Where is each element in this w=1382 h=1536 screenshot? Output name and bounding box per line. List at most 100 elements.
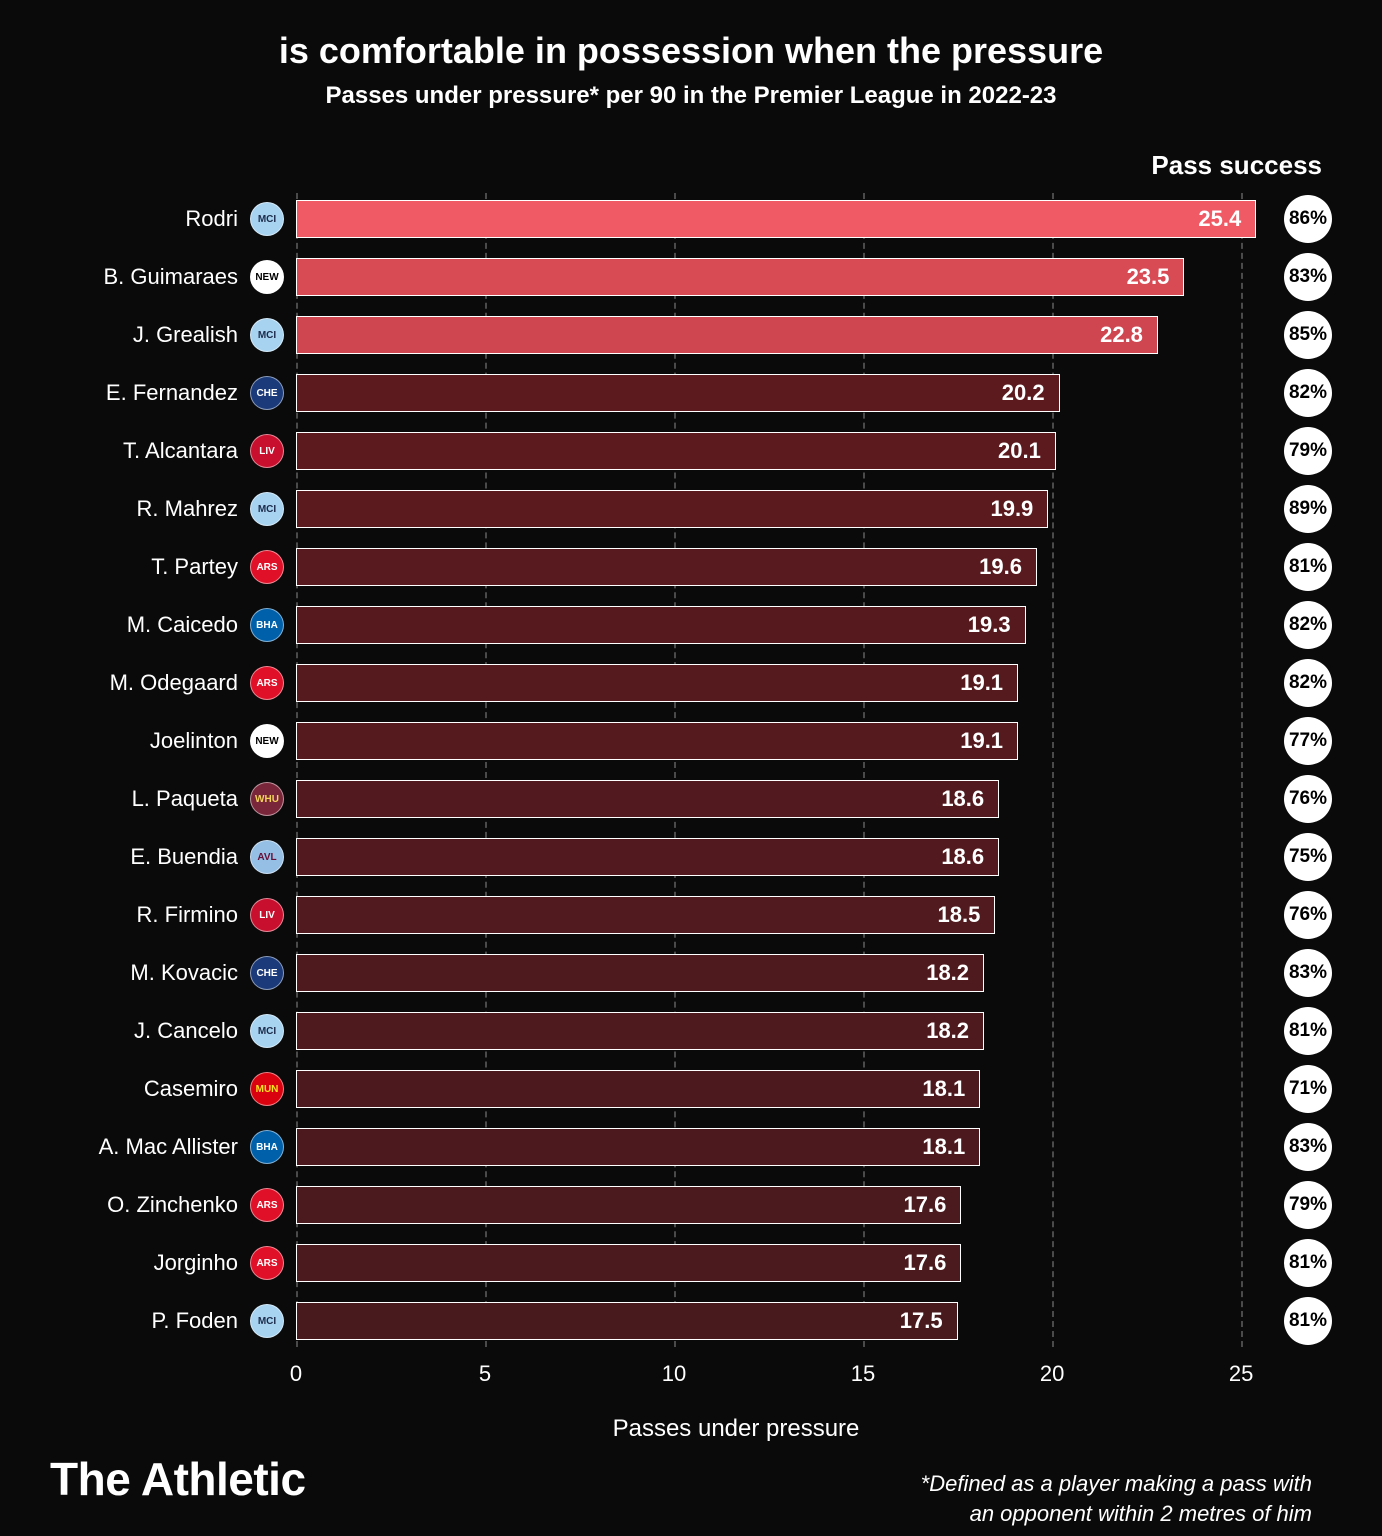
bar: 19.6 — [296, 548, 1037, 586]
bar-value: 20.2 — [1002, 380, 1045, 406]
bar: 20.2 — [296, 374, 1060, 412]
bar-value: 18.6 — [941, 786, 984, 812]
pass-success-badge: 79% — [1284, 1181, 1332, 1229]
bar-value: 17.6 — [904, 1250, 947, 1276]
bar: 19.3 — [296, 606, 1026, 644]
bar: 18.2 — [296, 1012, 984, 1050]
pass-success-badge: 83% — [1284, 1123, 1332, 1171]
bar: 17.6 — [296, 1186, 961, 1224]
x-tick: 0 — [290, 1361, 302, 1387]
bar: 18.1 — [296, 1070, 980, 1108]
table-row: L. PaquetaWHU 18.6 76% — [50, 773, 1332, 825]
club-badge-icon: ARS — [250, 550, 284, 584]
table-row: P. FodenMCI 17.5 81% — [50, 1295, 1332, 1347]
player-name: B. Guimaraes — [50, 264, 250, 290]
bar: 18.1 — [296, 1128, 980, 1166]
bar-value: 19.3 — [968, 612, 1011, 638]
pass-success-badge: 81% — [1284, 543, 1332, 591]
pass-success-badge: 76% — [1284, 891, 1332, 939]
table-row: T. ParteyARS 19.6 81% — [50, 541, 1332, 593]
bar: 18.5 — [296, 896, 995, 934]
club-badge-icon: MCI — [250, 1304, 284, 1338]
x-axis: 0510152025 — [50, 1361, 1332, 1395]
bar: 19.9 — [296, 490, 1048, 528]
player-name: O. Zinchenko — [50, 1192, 250, 1218]
table-row: R. MahrezMCI19.989% — [50, 483, 1332, 535]
x-tick: 5 — [479, 1361, 491, 1387]
bar-value: 19.6 — [979, 554, 1022, 580]
bar: 18.2 — [296, 954, 984, 992]
bar: 23.5 — [296, 258, 1184, 296]
club-badge-icon: CHE — [250, 956, 284, 990]
bar-value: 18.2 — [926, 960, 969, 986]
pass-success-badge: 75% — [1284, 833, 1332, 881]
player-name: Rodri — [50, 206, 250, 232]
x-tick: 15 — [851, 1361, 875, 1387]
pass-success-badge: 82% — [1284, 601, 1332, 649]
player-name: M. Caicedo — [50, 612, 250, 638]
club-badge-icon: MCI — [250, 1014, 284, 1048]
pass-success-badge: 79% — [1284, 427, 1332, 475]
table-row: M. CaicedoBHA 19.3 82% — [50, 599, 1332, 651]
club-badge-icon: CHE — [250, 376, 284, 410]
club-badge-icon: NEW — [250, 724, 284, 758]
table-row: R. FirminoLIV 18.5 76% — [50, 889, 1332, 941]
table-row: A. Mac AllisterBHA 18.1 83% — [50, 1121, 1332, 1173]
pass-success-badge: 77% — [1284, 717, 1332, 765]
table-row: B. GuimaraesNEW23.583% — [50, 251, 1332, 303]
table-row: J. CanceloMCI 18.2 81% — [50, 1005, 1332, 1057]
table-row: E. BuendiaAVL18.675% — [50, 831, 1332, 883]
pass-success-badge: 86% — [1284, 195, 1332, 243]
player-name: Joelinton — [50, 728, 250, 754]
pass-success-badge: 81% — [1284, 1239, 1332, 1287]
player-name: M. Odegaard — [50, 670, 250, 696]
player-name: J. Grealish — [50, 322, 250, 348]
player-name: J. Cancelo — [50, 1018, 250, 1044]
table-row: T. AlcantaraLIV20.179% — [50, 425, 1332, 477]
bar-value: 18.1 — [922, 1134, 965, 1160]
club-badge-icon: MUN — [250, 1072, 284, 1106]
club-badge-icon: BHA — [250, 608, 284, 642]
table-row: E. FernandezCHE 20.2 82% — [50, 367, 1332, 419]
pass-success-badge: 82% — [1284, 369, 1332, 417]
pass-success-badge: 89% — [1284, 485, 1332, 533]
club-badge-icon: WHU — [250, 782, 284, 816]
club-badge-icon: ARS — [250, 1188, 284, 1222]
player-name: A. Mac Allister — [50, 1134, 250, 1160]
table-row: CasemiroMUN18.171% — [50, 1063, 1332, 1115]
player-name: M. Kovacic — [50, 960, 250, 986]
bar-value: 17.6 — [904, 1192, 947, 1218]
bar: 17.5 — [296, 1302, 958, 1340]
x-tick: 10 — [662, 1361, 686, 1387]
club-badge-icon: LIV — [250, 898, 284, 932]
bar: 19.1 — [296, 664, 1018, 702]
player-name: R. Mahrez — [50, 496, 250, 522]
table-row: M. KovacicCHE18.283% — [50, 947, 1332, 999]
bar-value: 18.5 — [938, 902, 981, 928]
table-row: M. OdegaardARS19.182% — [50, 657, 1332, 709]
club-badge-icon: BHA — [250, 1130, 284, 1164]
bar-value: 19.1 — [960, 670, 1003, 696]
player-name: T. Alcantara — [50, 438, 250, 464]
player-name: E. Fernandez — [50, 380, 250, 406]
table-row: RodriMCI25.486% — [50, 193, 1332, 245]
pass-success-badge: 81% — [1284, 1297, 1332, 1345]
table-row: O. ZinchenkoARS 17.6 79% — [50, 1179, 1332, 1231]
player-name: P. Foden — [50, 1308, 250, 1334]
pass-success-badge: 76% — [1284, 775, 1332, 823]
bar: 19.1 — [296, 722, 1018, 760]
bar: 17.6 — [296, 1244, 961, 1282]
player-name: E. Buendia — [50, 844, 250, 870]
club-badge-icon: AVL — [250, 840, 284, 874]
pass-success-badge: 83% — [1284, 253, 1332, 301]
player-name: R. Firmino — [50, 902, 250, 928]
player-name: T. Partey — [50, 554, 250, 580]
bar-value: 20.1 — [998, 438, 1041, 464]
player-name: Casemiro — [50, 1076, 250, 1102]
bar-value: 19.1 — [960, 728, 1003, 754]
player-name: L. Paqueta — [50, 786, 250, 812]
bar-value: 22.8 — [1100, 322, 1143, 348]
table-row: JorginhoARS17.681% — [50, 1237, 1332, 1289]
pass-success-badge: 81% — [1284, 1007, 1332, 1055]
bar: 20.1 — [296, 432, 1056, 470]
